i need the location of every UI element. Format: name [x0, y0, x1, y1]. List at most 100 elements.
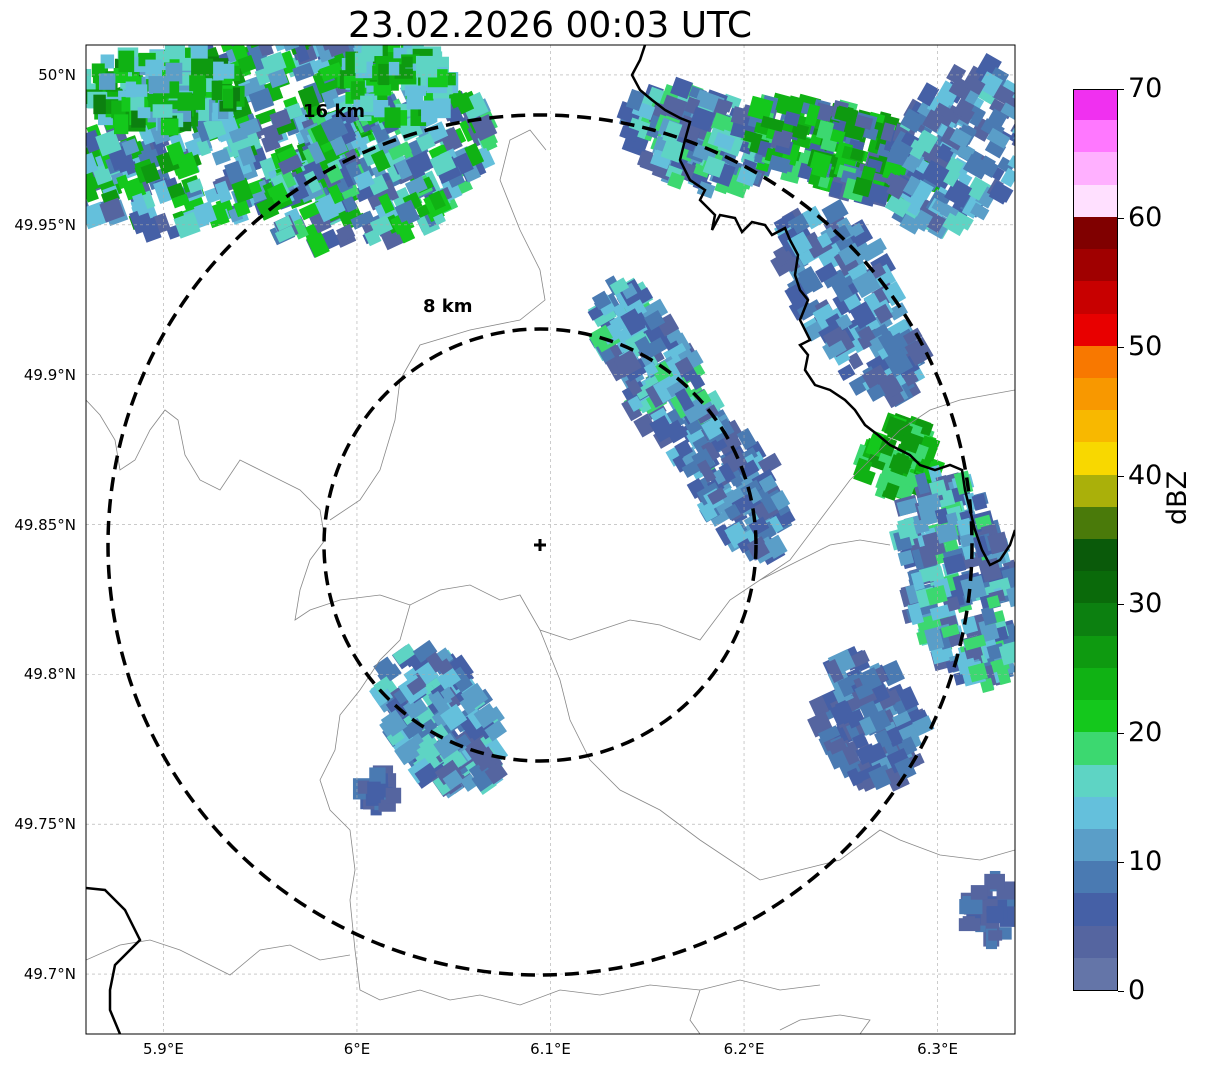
echo-pixel [145, 59, 163, 80]
admin-boundary [539, 629, 1015, 881]
echo-pixel [860, 165, 876, 182]
colorbar-segment [1074, 892, 1117, 926]
echo-pixel [740, 479, 762, 498]
echo-pixel [186, 178, 204, 194]
echo-pixel [949, 127, 972, 149]
echo-pixel [260, 51, 287, 75]
echo-pixel [643, 362, 659, 378]
echo-pixel [815, 262, 838, 283]
echo-pixel [460, 682, 489, 711]
echo-pixel [897, 549, 915, 567]
echo-pixel [808, 695, 830, 718]
echo-pixel [189, 74, 206, 92]
echo-pixel [886, 174, 910, 200]
echo-pixel [273, 45, 288, 52]
admin-boundary [689, 989, 701, 1034]
colorbar-tick-label: 60 [1128, 201, 1163, 233]
echo-pixel [428, 190, 446, 211]
echo-pixel [797, 162, 813, 180]
echo-pixel [674, 356, 694, 376]
colorbar-tick-label: 40 [1128, 459, 1163, 491]
echo-pixel [473, 703, 500, 729]
echo-pixel [591, 290, 612, 311]
echo-pixel [378, 193, 395, 214]
echo-pixel [479, 132, 499, 149]
echo-pixel [715, 523, 735, 547]
echo-pixel [165, 62, 183, 84]
echo-pixel [809, 151, 832, 173]
echo-pixel [116, 174, 130, 190]
echo-pixel [897, 686, 920, 711]
echo-pixel [913, 518, 930, 535]
range-ring-16km [106, 113, 974, 977]
lon-tick-label: 6°E [343, 1040, 371, 1058]
echo-pixel [873, 303, 894, 324]
echo-pixel [902, 175, 921, 197]
colorbar-segment [1074, 699, 1117, 733]
echo-pixel [411, 45, 424, 52]
echo-pixel [816, 232, 833, 249]
echo-pixel [484, 761, 508, 785]
colorbar-segment [1074, 409, 1117, 443]
echo-pixel [953, 98, 975, 120]
echo-pixel [99, 197, 125, 223]
echo-pixel [649, 415, 676, 443]
echo-pixel [325, 45, 350, 58]
lat-tick-label: 49.9°N [23, 365, 76, 384]
echo-pixel [434, 759, 462, 786]
echo-pixel [724, 521, 749, 547]
echo-pixel [433, 98, 451, 119]
country-border [630, 45, 1015, 567]
echo-pixel [986, 906, 1004, 924]
colorbar-segment [1074, 119, 1117, 153]
echo-pixel [660, 94, 688, 121]
colorbar-tick [1118, 862, 1124, 864]
echo-pixel [670, 76, 693, 100]
echo-pixel [230, 177, 254, 204]
admin-boundary [329, 129, 547, 521]
echo-pixel [65, 141, 82, 157]
echo-pixel [832, 291, 855, 316]
admin-boundary [759, 389, 1015, 581]
echo-pixel [865, 182, 891, 205]
echo-pixel [980, 606, 997, 626]
echo-pixel [822, 336, 847, 360]
echo-pixel [768, 154, 791, 174]
echo-pixel [373, 656, 396, 678]
colorbar-segment [1074, 248, 1117, 282]
echo-pixel [805, 272, 824, 293]
colorbar-segment [1074, 860, 1117, 894]
echo-pixel [787, 231, 813, 257]
echo-pixel [353, 170, 375, 191]
echo-pixel [855, 244, 871, 262]
echo-pixel [619, 125, 640, 142]
echo-pixel [892, 710, 912, 727]
echo-pixel [742, 130, 763, 145]
echo-pixel [828, 181, 843, 198]
echo-pixel [783, 110, 801, 127]
echo-pixel [297, 85, 320, 110]
echo-pixel [1013, 123, 1015, 145]
echo-pixel [203, 116, 227, 140]
echo-pixel [978, 157, 999, 178]
echo-pixel [621, 397, 643, 422]
echo-pixel [907, 139, 928, 160]
echo-pixel [66, 171, 84, 191]
echo-pixel [928, 479, 948, 498]
colorbar-segment [1074, 796, 1117, 829]
echo-pixel [965, 76, 986, 96]
echo-pixel [940, 623, 960, 639]
echo-pixel [877, 330, 901, 357]
reflectivity-echoes [65, 45, 1015, 950]
colorbar-segment [1074, 441, 1117, 475]
echo-pixel [822, 326, 847, 348]
echo-pixel [977, 898, 998, 910]
echo-pixel [854, 114, 874, 130]
colorbar-tick [1118, 89, 1124, 90]
echo-pixel [961, 197, 982, 219]
echo-pixel [223, 88, 234, 109]
echo-pixel [436, 666, 461, 691]
echo-pixel [886, 138, 913, 167]
echo-pixel [674, 439, 693, 459]
